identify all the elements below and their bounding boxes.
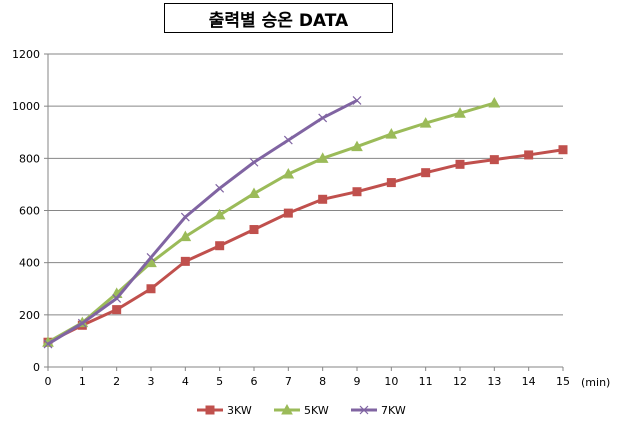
x-tick-label: 8 (319, 375, 326, 388)
x-tick-label: 10 (384, 375, 398, 388)
series-lines (42, 96, 568, 349)
series-7kw (43, 96, 362, 349)
data-point-3kw (283, 208, 293, 218)
data-point-5kw (454, 107, 466, 118)
legend-swatch-marker (281, 403, 293, 415)
legend: 3KW 5KW 7KW (197, 403, 406, 417)
data-point-3kw (215, 241, 225, 251)
data-point-3kw (180, 256, 190, 266)
data-point-3kw (386, 178, 396, 188)
data-point-5kw (351, 140, 363, 152)
legend-swatch-marker (359, 405, 369, 415)
series-line-3kw (47, 148, 564, 344)
legend-label: 3KW (227, 404, 252, 417)
x-tick-label: 12 (453, 375, 467, 388)
data-point-5kw (282, 167, 295, 179)
data-point-3kw (421, 168, 431, 178)
data-point-7kw (318, 113, 328, 123)
chart-title: 출력별 승온 DATA (164, 3, 393, 33)
grid-lines (48, 53, 563, 316)
data-point-7kw (352, 96, 362, 105)
legend-item-5kw: 5KW (274, 403, 329, 417)
data-point-7kw (283, 135, 293, 145)
data-point-3kw (146, 284, 156, 294)
data-point-3kw (352, 187, 362, 197)
x-tick-label: 5 (216, 375, 223, 388)
data-point-3kw (318, 194, 328, 204)
data-point-7kw (112, 293, 122, 303)
data-point-3kw (112, 305, 122, 315)
data-point-5kw (488, 97, 501, 108)
data-point-7kw (249, 157, 259, 167)
data-point-3kw (524, 150, 534, 160)
y-tick-label: 600 (19, 205, 40, 218)
series-line-7kw (47, 99, 358, 346)
series-3kw (43, 145, 568, 347)
x-tick-label: 2 (113, 375, 120, 388)
x-tick-label: 1 (79, 375, 86, 388)
data-point-5kw (248, 187, 260, 199)
x-tick-label: 14 (522, 375, 536, 388)
series-line-5kw (47, 101, 495, 344)
data-point-3kw (455, 159, 465, 169)
legend-label: 5KW (304, 404, 329, 417)
legend-item-3kw: 3KW (197, 404, 252, 417)
x-tick-label: 9 (354, 375, 361, 388)
x-tick-label: 13 (487, 375, 501, 388)
data-point-5kw (179, 230, 192, 242)
y-tick-label: 400 (19, 257, 40, 270)
y-tick-label: 1000 (12, 100, 40, 113)
x-tick-label: 7 (285, 375, 292, 388)
data-point-5kw (213, 208, 226, 220)
data-point-7kw (77, 318, 87, 328)
y-tick-label: 0 (33, 361, 40, 374)
data-point-3kw (558, 145, 568, 155)
data-point-5kw (316, 152, 329, 163)
y-tick-labels: 0 200 400 600 800 1000 1200 (12, 48, 48, 374)
x-tick-labels: 0 1 2 3 4 5 6 7 8 9 10 11 12 13 14 15 (45, 367, 570, 388)
x-axis-unit-label: (min) (581, 376, 610, 389)
x-tick-label: 4 (182, 375, 189, 388)
y-tick-label: 1200 (12, 48, 40, 61)
x-tick-label: 11 (419, 375, 433, 388)
data-point-7kw (215, 183, 225, 193)
x-tick-label: 15 (556, 375, 570, 388)
data-point-5kw (419, 117, 432, 128)
data-point-5kw (385, 128, 398, 139)
legend-item-7kw: 7KW (351, 404, 406, 417)
x-tick-label: 6 (251, 375, 258, 388)
data-point-7kw (180, 212, 190, 222)
y-tick-label: 800 (19, 152, 40, 165)
data-point-3kw (249, 225, 259, 235)
data-point-7kw (146, 253, 156, 262)
y-tick-label: 200 (19, 309, 40, 322)
data-point-7kw (43, 339, 53, 349)
x-tick-label: 3 (148, 375, 155, 388)
x-tick-label: 0 (45, 375, 52, 388)
data-point-3kw (489, 155, 499, 165)
legend-label: 7KW (381, 404, 406, 417)
legend-swatch-marker (205, 405, 215, 415)
